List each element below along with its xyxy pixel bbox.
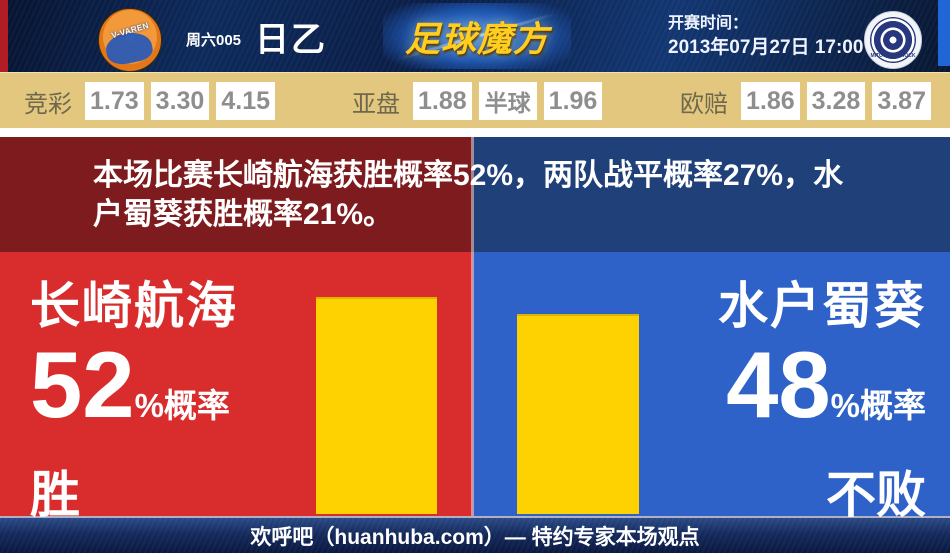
panel-divider-line [471, 137, 474, 516]
away-team-name: 水户蜀葵 [718, 278, 926, 334]
away-verdict: 不败 [826, 467, 926, 523]
asian-home-odds[interactable]: 1.88 [413, 82, 472, 120]
jingcai-label: 竞彩 [24, 90, 72, 118]
kickoff-label: 开赛时间： [668, 15, 749, 32]
footer-bar: 欢呼吧（huanhuba.com）— 特约专家本场观点 [0, 516, 950, 553]
home-team-block: 长崎航海 52%概率 胜 [30, 278, 238, 522]
header-bar: V-VAREN 周六005 日乙 足球魔方 开赛时间： 2013年07月27日 … [0, 0, 950, 72]
home-percent-suffix: %概率 [134, 387, 230, 424]
euro-draw-odds[interactable]: 3.28 [806, 82, 866, 120]
euro-odds-group: 欧赔 1.86 3.28 3.87 [680, 73, 931, 129]
kickoff-info: 开赛时间： 2013年07月27日 17:00 [668, 12, 863, 61]
asian-handicap-line[interactable]: 半球 [478, 82, 537, 120]
match-info: 周六005 日乙 [186, 0, 327, 72]
asian-handicap-group: 亚盘 1.88 半球 1.96 [352, 73, 603, 129]
prediction-area: 本场比赛长崎航海获胜概率52%，两队战平概率27%，水户蜀葵获胜概率21%。 长… [0, 137, 950, 522]
jingcai-lose-odds[interactable]: 4.15 [216, 82, 276, 120]
footer-text: 欢呼吧（huanhuba.com）— 特约专家本场观点 [250, 525, 700, 549]
kickoff-datetime: 2013年07月27日 17:00 [668, 37, 864, 58]
league-name: 日乙 [255, 20, 328, 59]
home-percent-value: 52 [30, 332, 135, 437]
away-badge-label: MITO HOLLYHOCK [870, 53, 916, 59]
away-percent-row: 48%概率 [718, 338, 926, 458]
jingcai-win-odds[interactable]: 1.73 [85, 82, 144, 120]
home-team-name: 长崎航海 [30, 278, 238, 334]
away-color-stripe [938, 0, 950, 66]
summary-band-away [473, 137, 950, 252]
prediction-summary: 本场比赛长崎航海获胜概率52%，两队战平概率27%，水户蜀葵获胜概率21%。 [93, 159, 844, 231]
jingcai-draw-odds[interactable]: 3.30 [150, 82, 210, 120]
brand-logo: 足球魔方 [383, 3, 571, 69]
jingcai-odds-group: 竞彩 1.73 3.30 4.15 [24, 73, 276, 129]
euro-lose-odds[interactable]: 3.87 [872, 82, 931, 120]
home-percent-row: 52%概率 [30, 338, 238, 458]
home-badge-label: V-VAREN [110, 20, 150, 40]
euro-odds-label: 欧赔 [679, 90, 728, 118]
away-team-badge: MITO HOLLYHOCK [864, 11, 922, 69]
away-probability-bar [517, 314, 639, 514]
home-team-badge: V-VAREN [98, 8, 162, 72]
away-percent-suffix: %概率 [830, 387, 926, 424]
away-team-block: 水户蜀葵 48%概率 不败 [718, 278, 926, 522]
asian-away-odds[interactable]: 1.96 [543, 82, 603, 120]
home-verdict: 胜 [30, 467, 80, 523]
asian-handicap-label: 亚盘 [352, 90, 400, 118]
home-probability-bar [316, 297, 437, 514]
probability-panels: 长崎航海 52%概率 胜 水户蜀葵 48%概率 不败 [0, 252, 950, 522]
summary-band-home [0, 137, 473, 252]
away-badge-emblem: MITO HOLLYHOCK [870, 17, 916, 63]
odds-bar: 竞彩 1.73 3.30 4.15 亚盘 1.88 半球 1.96 欧赔 1.8… [0, 72, 950, 128]
away-percent-value: 48 [726, 332, 831, 437]
separator-gap [0, 128, 950, 137]
match-code: 周六005 [186, 31, 242, 49]
euro-win-odds[interactable]: 1.86 [740, 82, 800, 120]
home-color-stripe [0, 0, 8, 72]
brand-logo-text: 足球魔方 [404, 19, 549, 59]
